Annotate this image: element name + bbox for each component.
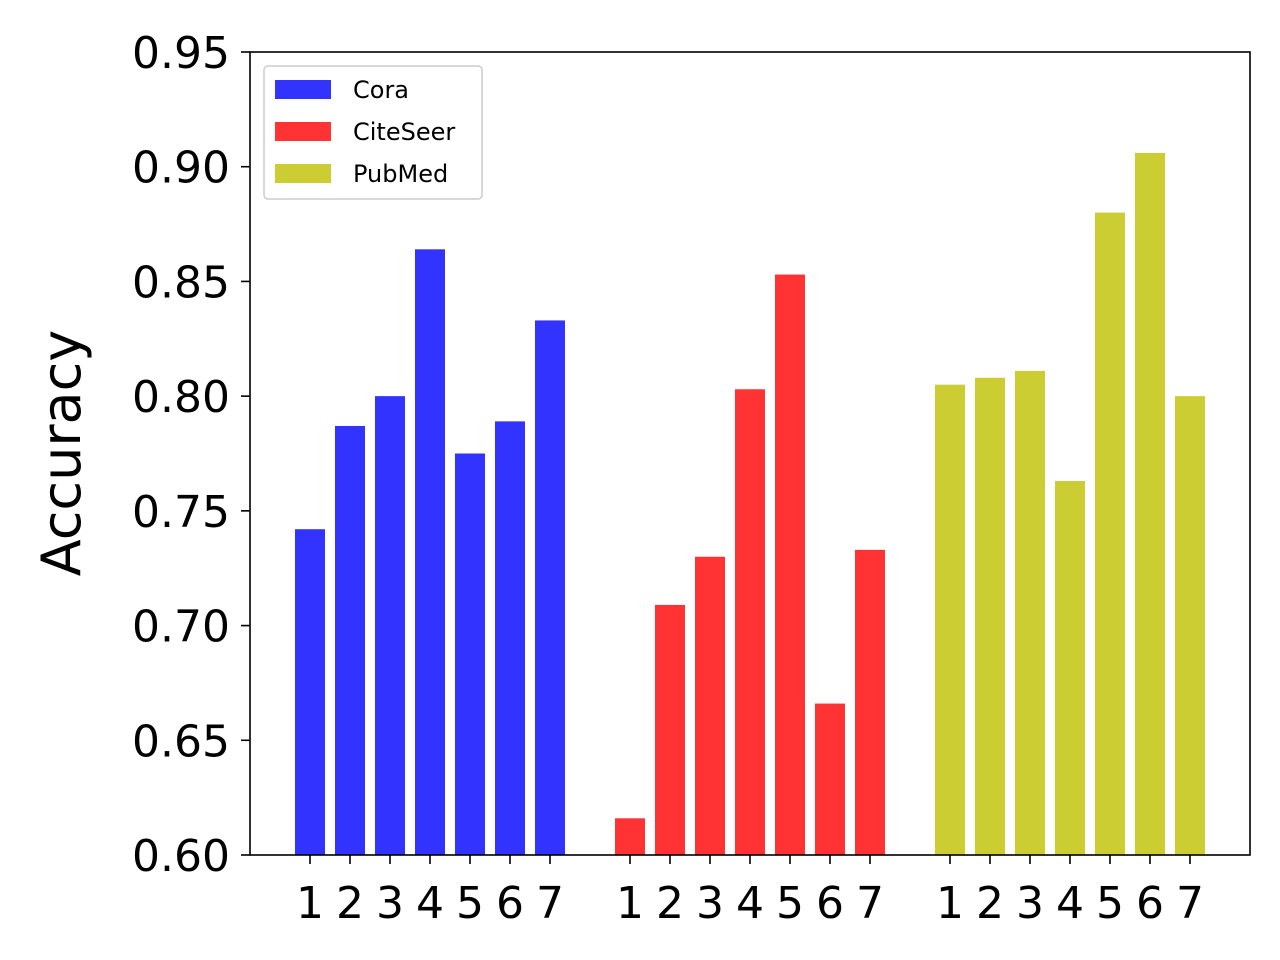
legend-swatch-cora xyxy=(275,80,331,99)
x-tick-label: 4 xyxy=(416,878,444,929)
x-tick-label: 5 xyxy=(1096,878,1124,929)
bar-citeseer-2 xyxy=(655,604,685,855)
x-tick-label: 3 xyxy=(1016,878,1044,929)
x-tick-label: 7 xyxy=(536,878,564,929)
x-tick-label: 5 xyxy=(776,878,804,929)
x-tick-label: 1 xyxy=(936,878,964,929)
legend-items: Cora CiteSeer PubMed xyxy=(275,76,455,188)
y-axis-label: Accuracy xyxy=(30,330,93,577)
y-tick-label: 0.70 xyxy=(132,602,230,653)
bar-citeseer-3 xyxy=(695,556,725,855)
bar-citeseer-5 xyxy=(775,274,805,855)
y-tick-label: 0.85 xyxy=(132,257,230,308)
x-tick-label: 6 xyxy=(1136,878,1164,929)
bar-citeseer-4 xyxy=(735,389,765,855)
legend-swatch-citeseer xyxy=(275,122,331,141)
bar-cora-4 xyxy=(415,249,445,855)
x-tick-label: 1 xyxy=(296,878,324,929)
bar-cora-2 xyxy=(335,425,365,855)
bar-cora-1 xyxy=(295,529,325,855)
bar-cora-7 xyxy=(535,320,565,856)
bar-pubmed-2 xyxy=(975,377,1005,855)
x-tick-label: 5 xyxy=(456,878,484,929)
legend: Cora CiteSeer PubMed xyxy=(263,65,483,200)
legend-swatch-pubmed xyxy=(275,164,331,183)
bar-citeseer-6 xyxy=(815,703,845,855)
y-axis: 0.60 0.65 0.70 0.75 0.80 0.85 0.90 0.95 xyxy=(132,28,250,882)
x-tick-label: 2 xyxy=(976,878,1004,929)
y-tick-label: 0.75 xyxy=(132,487,230,538)
bar-pubmed-4 xyxy=(1055,481,1085,855)
y-tick-label: 0.65 xyxy=(132,716,230,767)
x-tick-label: 3 xyxy=(376,878,404,929)
legend-label-cora: Cora xyxy=(353,76,409,104)
bar-cora-3 xyxy=(375,396,405,855)
x-tick-label: 6 xyxy=(496,878,524,929)
x-tick-label: 3 xyxy=(696,878,724,929)
x-tick-label: 4 xyxy=(1056,878,1084,929)
bar-cora-6 xyxy=(495,421,525,855)
bar-pubmed-5 xyxy=(1095,212,1125,856)
bars-layer xyxy=(295,152,1205,856)
x-tick-label: 7 xyxy=(1176,878,1204,929)
bar-pubmed-1 xyxy=(935,384,965,855)
x-tick-label: 2 xyxy=(656,878,684,929)
y-tick-label: 0.60 xyxy=(132,831,230,882)
bar-citeseer-1 xyxy=(615,818,645,855)
x-tick-label: 7 xyxy=(856,878,884,929)
legend-label-citeseer: CiteSeer xyxy=(353,118,455,146)
bar-pubmed-7 xyxy=(1175,396,1205,855)
bar-pubmed-6 xyxy=(1135,152,1165,855)
y-tick-label: 0.90 xyxy=(132,143,230,194)
x-tick-label: 1 xyxy=(616,878,644,929)
x-tick-label: 6 xyxy=(816,878,844,929)
bar-pubmed-3 xyxy=(1015,370,1045,855)
x-tick-label: 4 xyxy=(736,878,764,929)
y-tick-label: 0.80 xyxy=(132,372,230,423)
bar-citeseer-7 xyxy=(855,549,885,855)
y-tick-label: 0.95 xyxy=(132,28,230,79)
x-tick-label: 2 xyxy=(336,878,364,929)
legend-label-pubmed: PubMed xyxy=(353,160,448,188)
bar-cora-5 xyxy=(455,453,485,855)
